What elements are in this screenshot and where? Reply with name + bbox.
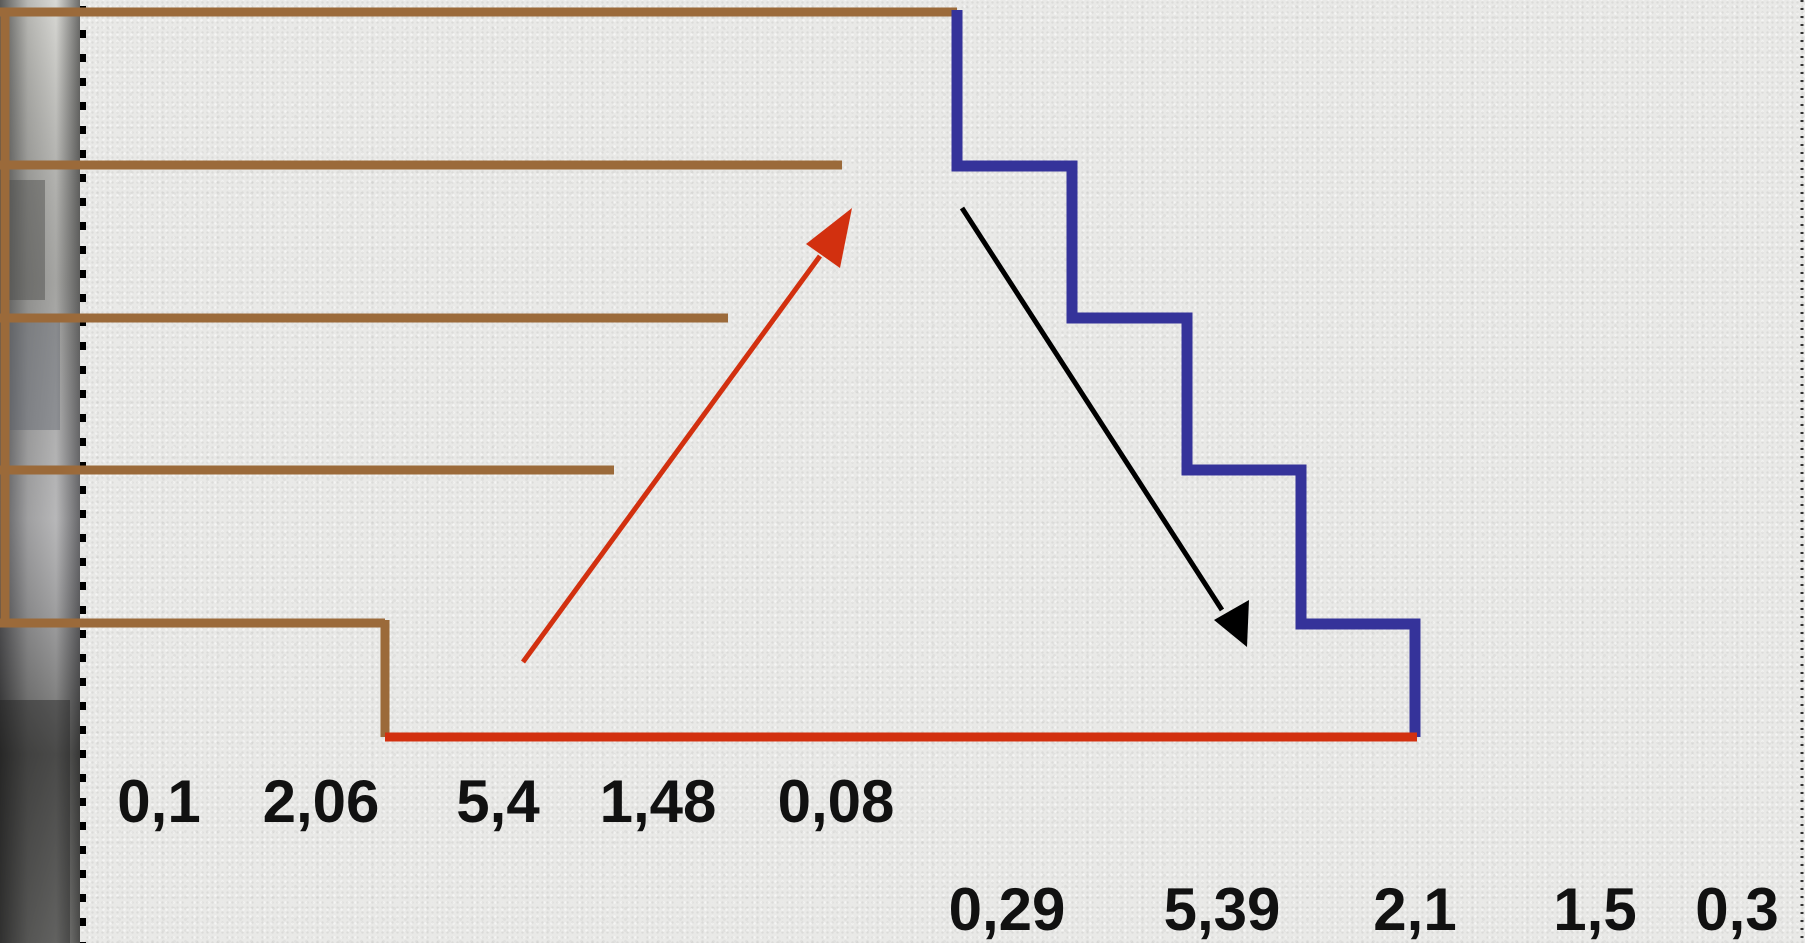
blue-staircase bbox=[951, 10, 1421, 737]
right-value-3: 2,1 bbox=[1373, 876, 1457, 943]
arrow-up-right-icon bbox=[520, 208, 852, 664]
right-value-4: 1,5 bbox=[1553, 876, 1637, 943]
right-value-2: 5,39 bbox=[1163, 876, 1281, 943]
left-value-1: 0,1 bbox=[117, 768, 201, 835]
left-value-4: 1,48 bbox=[599, 768, 717, 835]
left-value-5: 0,08 bbox=[777, 768, 895, 835]
left-value-3: 5,4 bbox=[456, 768, 540, 835]
brown-step-lines bbox=[0, 7, 957, 737]
right-value-5: 0,3 bbox=[1695, 876, 1779, 943]
left-dotted-border bbox=[80, 6, 86, 943]
right-value-1: 0,29 bbox=[948, 876, 1066, 943]
arrow-down-right-icon bbox=[959, 206, 1249, 647]
left-value-2: 2,06 bbox=[262, 768, 380, 835]
